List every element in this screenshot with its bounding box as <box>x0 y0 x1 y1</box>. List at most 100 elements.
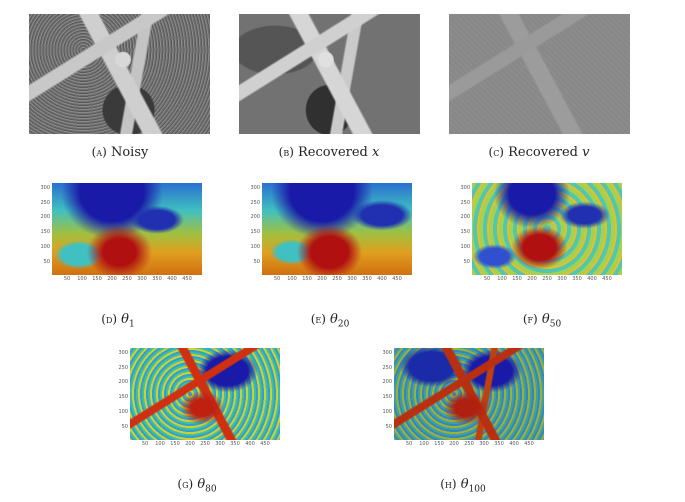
caption-c: (c) Recovered v <box>489 145 590 160</box>
caption-math: θ <box>121 312 130 327</box>
y-tick: 50 <box>463 259 470 265</box>
subfigure-tag: (g) <box>177 477 194 491</box>
theta-50-surface <box>472 183 622 275</box>
y-tick: 300 <box>382 350 392 356</box>
y-tick: 250 <box>382 365 392 371</box>
x-tick: 250 <box>122 276 132 282</box>
x-tick: 100 <box>77 276 87 282</box>
x-tick: 250 <box>464 441 474 447</box>
y-tick: 50 <box>253 259 260 265</box>
x-tick: 150 <box>92 276 102 282</box>
x-tick: 150 <box>434 441 444 447</box>
caption-subscript: 100 <box>468 484 486 495</box>
y-tick: 200 <box>40 214 50 220</box>
caption-a: (a) Noisy <box>92 145 149 160</box>
x-tick: 300 <box>479 441 489 447</box>
caption-b: (b) Recovered x <box>279 145 380 160</box>
y-tick: 50 <box>121 424 128 430</box>
y-tick: 250 <box>40 200 50 206</box>
x-tick: 300 <box>557 276 567 282</box>
y-tick: 200 <box>460 214 470 220</box>
x-tick: 450 <box>602 276 612 282</box>
x-tick: 200 <box>527 276 537 282</box>
x-tick: 400 <box>167 276 177 282</box>
x-tick: 400 <box>245 441 255 447</box>
subfigure-tag: (f) <box>522 312 538 326</box>
theta-20-surface <box>262 183 412 275</box>
x-tick: 450 <box>260 441 270 447</box>
y-tick: 150 <box>118 394 128 400</box>
y-tick: 100 <box>40 244 50 250</box>
x-tick: 450 <box>392 276 402 282</box>
caption-h: (h) θ100 <box>440 477 486 495</box>
y-tick: 200 <box>382 379 392 385</box>
subfigure-tag: (c) <box>488 145 504 159</box>
x-tick: 100 <box>287 276 297 282</box>
x-tick: 400 <box>377 276 387 282</box>
noisy-image <box>29 14 210 134</box>
x-tick: 250 <box>542 276 552 282</box>
caption-subscript: 1 <box>129 319 135 330</box>
y-tick: 250 <box>250 200 260 206</box>
y-tick: 300 <box>250 185 260 191</box>
caption-text: Recovered <box>298 145 373 160</box>
x-tick: 100 <box>497 276 507 282</box>
y-tick: 100 <box>250 244 260 250</box>
x-tick: 200 <box>449 441 459 447</box>
x-tick: 100 <box>419 441 429 447</box>
x-tick: 350 <box>494 441 504 447</box>
x-tick: 200 <box>185 441 195 447</box>
caption-math: θ <box>460 477 469 492</box>
x-tick: 150 <box>302 276 312 282</box>
caption-e: (e) θ20 <box>311 312 350 330</box>
caption-g: (g) θ80 <box>177 477 216 495</box>
y-tick: 100 <box>118 409 128 415</box>
x-tick: 50 <box>483 276 491 282</box>
x-tick: 200 <box>317 276 327 282</box>
caption-math: x <box>372 145 380 160</box>
x-tick: 400 <box>509 441 519 447</box>
caption-subscript: 20 <box>337 319 350 330</box>
x-tick: 350 <box>230 441 240 447</box>
x-tick: 450 <box>524 441 534 447</box>
x-tick: 350 <box>362 276 372 282</box>
x-tick: 50 <box>141 441 149 447</box>
y-tick: 300 <box>460 185 470 191</box>
recovered-x-image <box>239 14 420 134</box>
x-tick: 400 <box>587 276 597 282</box>
y-tick: 250 <box>460 200 470 206</box>
subfigure-tag: (b) <box>278 145 294 159</box>
x-tick: 350 <box>572 276 582 282</box>
caption-math: θ <box>330 312 338 327</box>
caption-subscript: 50 <box>549 319 562 330</box>
y-tick: 50 <box>43 259 50 265</box>
x-tick: 300 <box>215 441 225 447</box>
theta-80-surface <box>130 348 280 440</box>
subfigure-tag: (d) <box>101 312 118 326</box>
caption-f: (f) θ50 <box>523 312 561 330</box>
caption-text: Recovered <box>508 145 583 160</box>
x-tick: 150 <box>170 441 180 447</box>
x-tick: 250 <box>332 276 342 282</box>
x-tick: 50 <box>405 441 413 447</box>
caption-math: θ <box>541 312 550 327</box>
caption-subscript: 80 <box>205 484 217 495</box>
y-tick: 300 <box>40 185 50 191</box>
y-tick: 50 <box>385 424 392 430</box>
y-tick: 100 <box>382 409 392 415</box>
y-tick: 200 <box>250 214 260 220</box>
x-tick: 200 <box>107 276 117 282</box>
x-tick: 350 <box>152 276 162 282</box>
caption-text: Noisy <box>110 145 149 160</box>
subfigure-tag: (a) <box>91 145 107 159</box>
y-tick: 150 <box>40 229 50 235</box>
theta-1-surface <box>52 183 202 275</box>
x-tick: 50 <box>63 276 71 282</box>
x-tick: 50 <box>273 276 281 282</box>
y-tick: 100 <box>460 244 470 250</box>
y-tick: 200 <box>118 379 128 385</box>
caption-math: θ <box>197 477 206 492</box>
y-tick: 150 <box>250 229 260 235</box>
y-tick: 250 <box>118 365 128 371</box>
subfigure-tag: (h) <box>440 477 457 491</box>
